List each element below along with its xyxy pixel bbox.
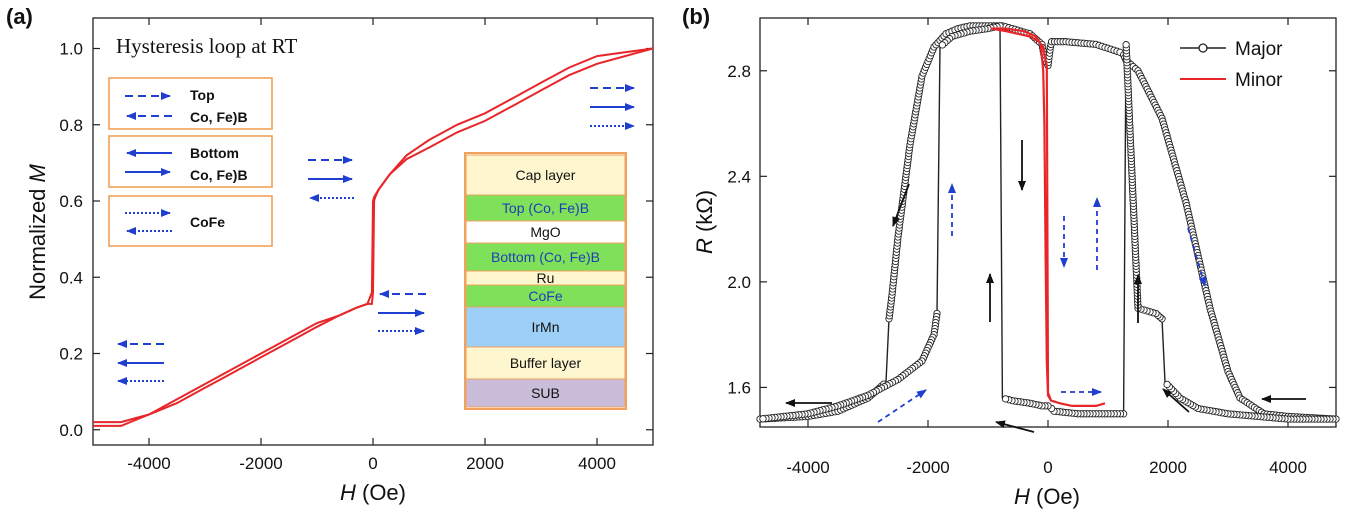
chart-a-legend: Top Co, Fe)B Bottom Co, Fe)B CoFe xyxy=(108,77,273,247)
chart-b-xlabel-italic: H xyxy=(1014,484,1030,509)
legend-top-label: Top xyxy=(190,87,215,103)
y-tick-label: 2.0 xyxy=(727,273,751,292)
layer-buffer-layer: Buffer layer xyxy=(465,346,626,380)
legend-item-cofe: CoFe xyxy=(108,195,273,247)
series-major-1 xyxy=(759,22,1340,423)
layer-ru: Ru xyxy=(465,270,626,286)
hysteresis-branch-0 xyxy=(93,47,654,424)
chart-a: -4000 -2000 0 2000 4000 0.0 0.2 0.4 0.6 0.8 1.0 Hy… xyxy=(25,17,654,505)
hysteresis-branch-1 xyxy=(93,47,654,427)
legend-item-bottom: Bottom Co, Fe)B xyxy=(108,135,273,188)
layer-label: Bottom (Co, Fe)B xyxy=(491,249,600,265)
chart-b-ylabel-unit: (kΩ) xyxy=(692,190,717,238)
data-point xyxy=(938,41,947,49)
legend-item-major: Major xyxy=(1180,39,1283,60)
y-tick-label: 0.4 xyxy=(59,268,83,287)
chart-a-state-arrows xyxy=(117,84,635,385)
x-tick-label: -4000 xyxy=(786,458,829,477)
chart-b-legend: Major Minor xyxy=(1180,39,1283,91)
legend-major-label: Major xyxy=(1235,39,1283,60)
x-tick-label: -4000 xyxy=(127,454,170,473)
layer-cofe: CoFe xyxy=(465,284,626,308)
legend-item-minor: Minor xyxy=(1180,70,1283,91)
layer-cap-layer: Cap layer xyxy=(465,154,626,196)
chart-a-lines xyxy=(93,47,654,427)
data-point xyxy=(1163,380,1171,389)
y-tick-label: 0.6 xyxy=(59,192,83,211)
x-tick-label: 0 xyxy=(368,454,377,473)
legend-top-label2: Co, Fe)B xyxy=(190,109,248,125)
x-tick-label: 2000 xyxy=(1149,458,1187,477)
layer-stack: Cap layer Top (Co, Fe)B MgO Bottom (Co, Fe)… xyxy=(464,152,627,410)
x-tick-label: 4000 xyxy=(578,454,616,473)
legend-minor-label: Minor xyxy=(1235,70,1283,91)
layer-label: CoFe xyxy=(528,288,562,304)
y-tick-label: 1.6 xyxy=(727,378,751,397)
y-tick-label: 0.0 xyxy=(59,421,83,440)
layer-label: IrMn xyxy=(532,319,560,335)
chart-a-xlabel: H (Oe) xyxy=(340,480,406,505)
y-tick-label: 1.0 xyxy=(59,40,83,59)
legend-bottom-label: Bottom xyxy=(190,145,239,161)
data-point xyxy=(1122,41,1130,49)
y-tick-label: 0.8 xyxy=(59,116,83,135)
chart-b-ylabel: R (kΩ) xyxy=(692,190,717,254)
legend-bottom-label2: Co, Fe)B xyxy=(190,167,248,183)
chart-a-title: Hysteresis loop at RT xyxy=(116,34,297,58)
chart-a-ylabel-italic: M xyxy=(25,163,50,182)
layer-top-co-fe-b: Top (Co, Fe)B xyxy=(465,194,626,222)
chart-a-ylabel-prefix: Normalized xyxy=(25,182,50,299)
chart-b: -4000 -2000 0 2000 4000 1.6 2.0 2.4 2.8 H (Oe) R… xyxy=(692,17,1340,509)
arrows-mid xyxy=(308,156,354,202)
arrows-low-mid xyxy=(378,290,426,335)
data-point xyxy=(759,415,767,423)
legend-item-top: Top Co, Fe)B xyxy=(108,77,273,130)
layer-label: Top (Co, Fe)B xyxy=(502,200,589,216)
panel-b-label: (b) xyxy=(682,4,710,29)
layer-irmn: IrMn xyxy=(465,306,626,348)
chart-b-sweep-arrows xyxy=(785,140,1306,433)
layer-mgo: MgO xyxy=(465,220,626,244)
layer-label: SUB xyxy=(531,385,560,401)
layer-label: Ru xyxy=(537,270,555,286)
chart-a-xlabel-italic: H xyxy=(340,480,356,505)
legend-cofe-label: CoFe xyxy=(190,214,225,230)
chart-b-xlabel-unit: (Oe) xyxy=(1030,484,1080,509)
y-tick-label: 2.8 xyxy=(727,62,751,81)
chart-b-xlabel: H (Oe) xyxy=(1014,484,1080,509)
chart-a-xlabel-unit: (Oe) xyxy=(356,480,406,505)
chart-a-ylabel: Normalized M xyxy=(25,163,50,299)
layer-sub: SUB xyxy=(465,378,626,408)
layer-label: MgO xyxy=(530,224,560,240)
series-line xyxy=(990,27,1106,407)
chart-b-ylabel-italic: R xyxy=(692,238,717,254)
x-tick-label: 4000 xyxy=(1269,458,1307,477)
y-tick-label: 0.2 xyxy=(59,345,83,364)
arrows-upper-right xyxy=(590,84,635,130)
panel-a-label: (a) xyxy=(6,4,33,29)
data-point xyxy=(1001,395,1010,403)
chart-a-ticks: -4000 -2000 0 2000 4000 0.0 0.2 0.4 0.6 0.8 1.0 xyxy=(59,18,653,473)
layer-bottom-co-fe-b: Bottom (Co, Fe)B xyxy=(465,242,626,272)
series-minor-2 xyxy=(990,27,1106,407)
arrows-lower-left xyxy=(117,340,164,385)
x-tick-label: -2000 xyxy=(239,454,282,473)
x-tick-label: 2000 xyxy=(466,454,504,473)
y-tick-label: 2.4 xyxy=(727,167,751,186)
chart-b-lines xyxy=(756,22,1340,423)
layer-stack-frame xyxy=(464,152,627,410)
layer-label: Cap layer xyxy=(516,167,576,183)
x-tick-label: -2000 xyxy=(906,458,949,477)
layer-label: Buffer layer xyxy=(510,355,582,371)
x-tick-label: 0 xyxy=(1043,458,1052,477)
